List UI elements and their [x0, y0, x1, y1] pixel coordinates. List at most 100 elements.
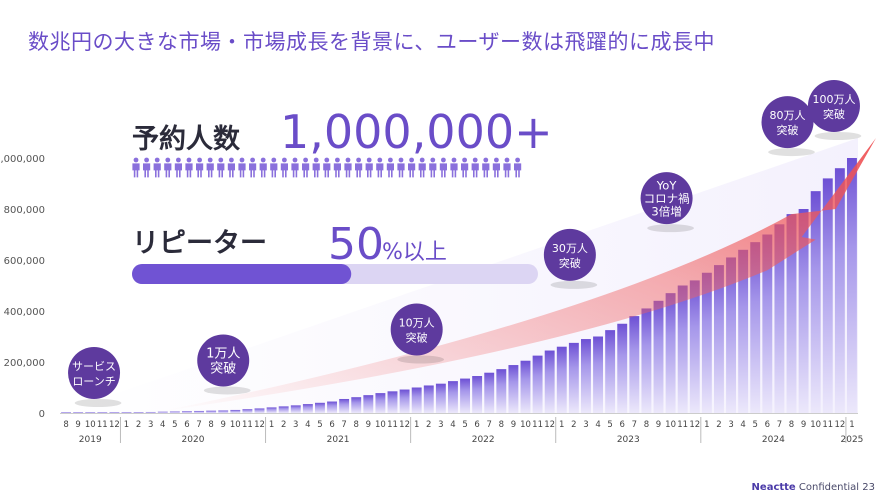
bar	[145, 411, 156, 413]
badge-label: ローンチ	[72, 375, 115, 388]
x-tick-label: 10	[810, 420, 821, 430]
person-icon	[206, 157, 214, 178]
bar	[472, 376, 483, 413]
person-icon	[514, 157, 522, 178]
bar	[520, 360, 531, 413]
x-tick-label: 11	[677, 420, 688, 430]
bar	[435, 383, 446, 413]
x-tick-label: 1	[269, 420, 274, 430]
x-tick-label: 6	[329, 420, 334, 430]
people-icon-row	[132, 157, 522, 178]
x-tick-label: 6	[620, 420, 625, 430]
bar	[375, 393, 386, 413]
person-icon	[153, 157, 161, 178]
year-label: 2022	[472, 435, 495, 445]
x-tick-label: 12	[399, 420, 410, 430]
x-tick-label: 5	[172, 420, 177, 430]
reservation-label: 予約人数	[132, 123, 241, 155]
bar	[532, 355, 543, 413]
badge-label: 突破	[823, 107, 845, 121]
bar	[109, 412, 120, 413]
bar	[73, 412, 84, 413]
bar	[133, 412, 144, 413]
badge-circle	[543, 228, 596, 281]
person-icon	[344, 157, 352, 178]
x-tick-label: 5	[607, 420, 612, 430]
reservation-value: 1,000,000+	[280, 105, 553, 159]
person-icon	[238, 157, 246, 178]
bar	[218, 410, 229, 413]
bar	[254, 408, 265, 413]
bar	[121, 412, 132, 413]
bar	[387, 391, 398, 413]
x-tick-label: 1	[414, 420, 419, 430]
person-icon	[365, 157, 373, 178]
person-icon	[217, 157, 225, 178]
y-tick-label: 200,000	[4, 358, 45, 369]
bar	[447, 381, 458, 413]
page-title: 数兆円の大きな市場・市場成長を背景に、ユーザー数は飛躍的に成長中	[28, 30, 715, 54]
person-icon	[355, 157, 363, 178]
x-tick-label: 9	[801, 420, 806, 430]
bar	[568, 342, 579, 413]
bar	[206, 410, 217, 413]
x-tick-label: 12	[689, 420, 700, 430]
x-tick-label: 11	[822, 420, 833, 430]
x-tick-label: 4	[305, 420, 310, 430]
x-tick-label: 7	[487, 420, 492, 430]
repeater-progress-fill	[132, 264, 352, 284]
bar	[484, 372, 495, 413]
bar	[641, 308, 652, 413]
badge-shadow	[397, 355, 445, 364]
bar	[762, 234, 773, 413]
bar	[580, 339, 591, 413]
bar	[508, 365, 519, 413]
bar	[617, 323, 628, 413]
year-label: 2019	[79, 435, 102, 445]
bar	[593, 336, 604, 413]
bar	[822, 178, 833, 413]
badge-label: YoY	[656, 179, 678, 193]
bar	[327, 401, 338, 413]
x-tick-label: 2	[426, 420, 431, 430]
badge-label: 突破	[559, 256, 581, 270]
bar	[713, 265, 724, 413]
person-icon	[291, 157, 299, 178]
badge-shadow	[550, 280, 598, 289]
person-icon	[376, 157, 384, 178]
x-tick-label: 3	[438, 420, 443, 430]
y-tick-label: 1,000,000	[0, 154, 45, 165]
badge-circle	[761, 96, 814, 149]
x-tick-label: 3	[728, 420, 733, 430]
footer: Neactte Confidential 23	[752, 482, 875, 493]
repeater-unit: %以上	[382, 240, 447, 265]
person-icon	[196, 157, 204, 178]
x-tick-label: 4	[740, 420, 745, 430]
x-tick-label: 9	[656, 420, 661, 430]
person-icon	[164, 157, 172, 178]
bar	[834, 168, 845, 413]
x-tick-label: 4	[160, 420, 165, 430]
badge-circle	[197, 334, 250, 387]
x-tick-label: 7	[777, 420, 782, 430]
x-tick-label: 1	[124, 420, 129, 430]
x-tick-label: 8	[354, 420, 359, 430]
x-tick-label: 10	[665, 420, 676, 430]
x-tick-label: 2	[281, 420, 286, 430]
year-label: 2021	[327, 435, 350, 445]
person-icon	[174, 157, 182, 178]
x-tick-label: 1	[849, 420, 854, 430]
person-icon	[450, 157, 458, 178]
year-label: 2020	[182, 435, 205, 445]
bar	[314, 402, 325, 413]
badge-shadow	[647, 224, 694, 233]
bar	[266, 407, 277, 413]
x-tick-label: 3	[148, 420, 153, 430]
badge-label: 突破	[406, 331, 428, 345]
person-icon	[132, 157, 140, 178]
x-tick-label: 5	[317, 420, 322, 430]
